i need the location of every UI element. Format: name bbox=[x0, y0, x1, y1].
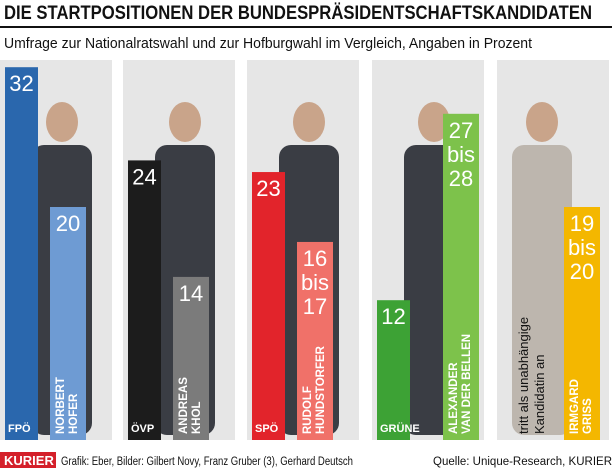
party-label: SPÖ bbox=[255, 422, 279, 435]
candidate-name: ALEXANDER bbox=[448, 362, 460, 434]
candidate-name: NORBERT bbox=[55, 377, 67, 434]
party-label: FPÖ bbox=[8, 422, 31, 435]
party-value-label: 23 bbox=[256, 176, 280, 201]
party-value-label: 32 bbox=[9, 71, 33, 96]
brand: KURIER bbox=[4, 453, 54, 468]
candidate-bar bbox=[50, 207, 86, 440]
value-label: 20 bbox=[56, 211, 80, 236]
party-bar bbox=[252, 172, 285, 441]
photo-head bbox=[526, 102, 558, 142]
note: Kandidatin an bbox=[532, 354, 547, 434]
candidate-name: VAN DER BELLEN bbox=[461, 334, 473, 434]
title-rule bbox=[0, 26, 612, 28]
plot: 32 FPÖ 20 NORBERT HOFER 24 ÖVP 14 ANDREAS KHOL 23 S… bbox=[0, 60, 609, 441]
photo-body bbox=[512, 145, 572, 435]
candidate-name: ANDREAS bbox=[178, 377, 190, 434]
note: tritt als unabhängige bbox=[516, 317, 531, 434]
party-bar bbox=[128, 160, 161, 440]
value-label: 14 bbox=[179, 281, 203, 306]
credits: Grafik: Eber, Bilder: Gilbert Novy, Fran… bbox=[61, 456, 353, 468]
photo-head bbox=[169, 102, 201, 142]
candidate-bar bbox=[443, 113, 479, 441]
range-word: bis bbox=[568, 235, 596, 260]
range-word: bis bbox=[447, 142, 475, 167]
value-label: 20 bbox=[570, 259, 594, 284]
source: Quelle: Unique-Research, KURIER bbox=[433, 456, 612, 468]
photo-head bbox=[46, 102, 78, 142]
value-label: 17 bbox=[303, 294, 327, 319]
candidate-name: HUNDSTORFER bbox=[315, 345, 327, 434]
candidate-bar bbox=[564, 207, 600, 440]
party-value-label: 12 bbox=[381, 304, 405, 329]
brand-box bbox=[0, 452, 56, 468]
photo-head bbox=[293, 102, 325, 142]
candidate-name: IRMGARD bbox=[569, 379, 581, 434]
value-label: 19 bbox=[570, 211, 594, 236]
party-value-label: 24 bbox=[132, 164, 156, 189]
photo-head bbox=[418, 102, 450, 142]
party-label: ÖVP bbox=[131, 422, 154, 435]
candidate-name: GRISS bbox=[582, 398, 594, 434]
candidate-name: RUDOLF bbox=[302, 386, 314, 434]
candidate-name: KHOL bbox=[191, 401, 203, 434]
chart-title: DIE STARTPOSITIONEN DER BUNDESPRÄSIDENTS… bbox=[4, 3, 592, 24]
value-label: 28 bbox=[449, 166, 473, 191]
value-label: 16 bbox=[303, 246, 327, 271]
party-label: GRÜNE bbox=[380, 422, 420, 435]
value-label: 27 bbox=[449, 118, 473, 143]
range-word: bis bbox=[301, 270, 329, 295]
candidate-name: HOFER bbox=[68, 393, 80, 434]
party-bar bbox=[377, 300, 410, 440]
candidate-bar bbox=[297, 241, 333, 440]
candidate-bar bbox=[173, 276, 209, 440]
party-bar bbox=[5, 67, 38, 440]
chart-subtitle: Umfrage zur Nationalratswahl und zur Hof… bbox=[4, 35, 533, 52]
